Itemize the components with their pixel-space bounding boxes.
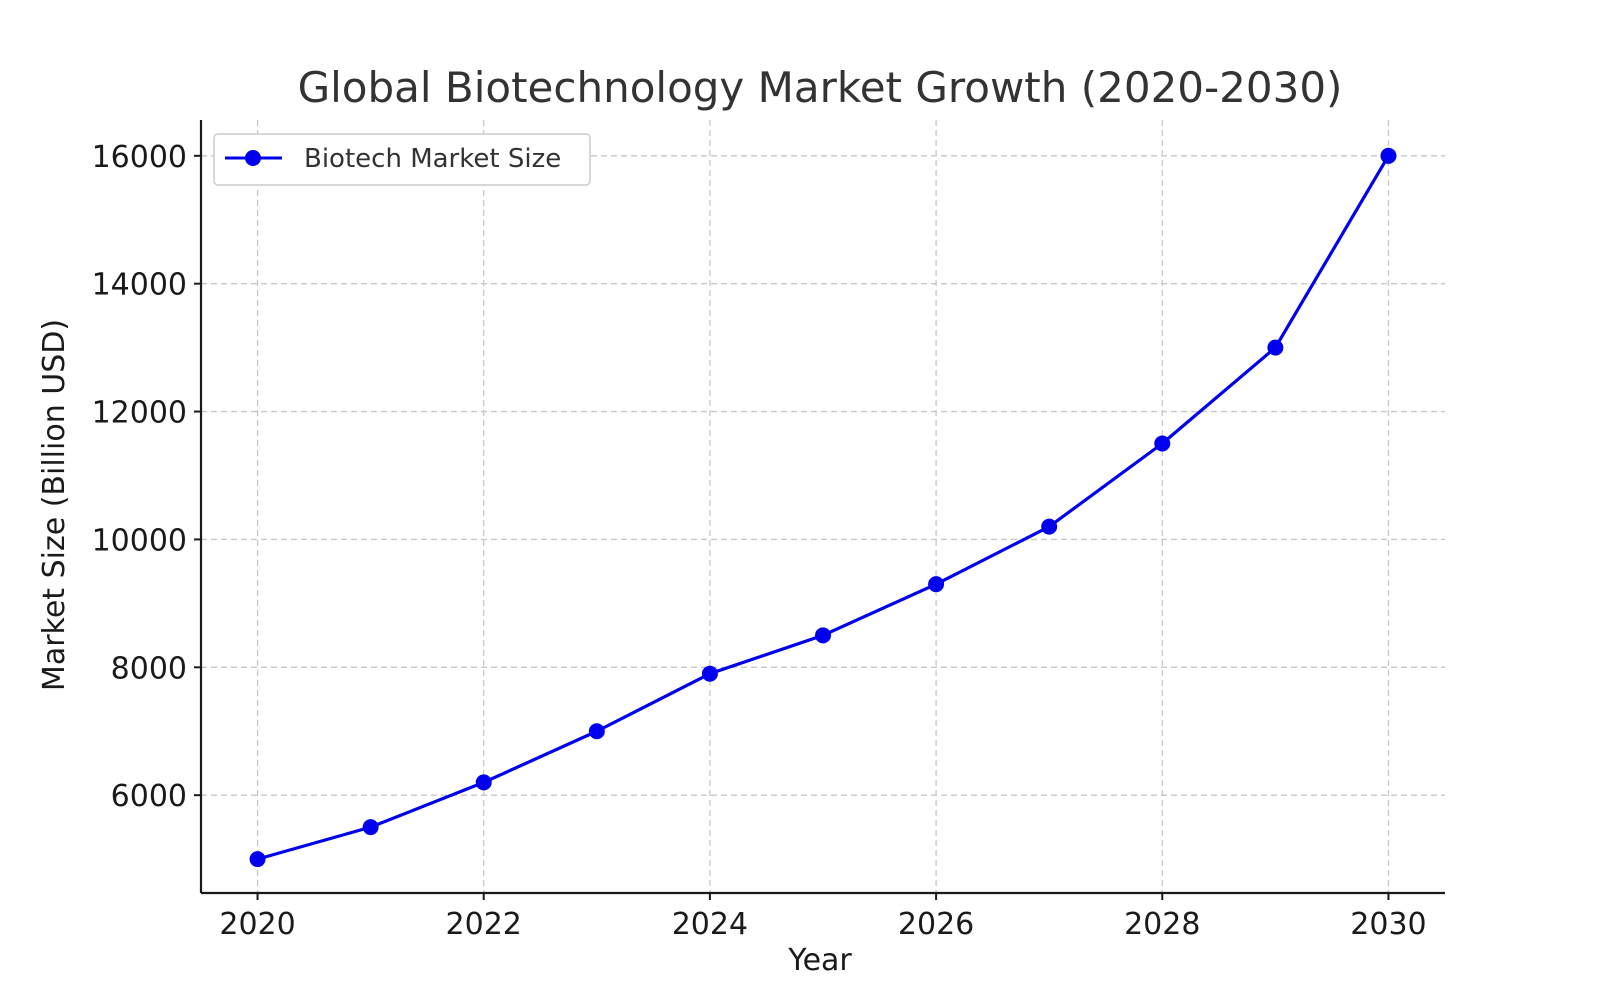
legend-box — [213, 133, 591, 186]
y-tick-label: 8000 — [111, 651, 187, 686]
x-tick-label: 2022 — [446, 907, 522, 942]
x-axis-label: Year — [787, 943, 852, 978]
series-line — [257, 154, 1390, 861]
y-tick-label: 12000 — [92, 396, 187, 431]
data-point — [1267, 339, 1284, 356]
data-point — [588, 723, 605, 740]
y-tick-label: 10000 — [92, 523, 187, 558]
ticks: 2020 2022 2024 2026 2028 2030 6000 8000 10000 120… — [92, 140, 1427, 942]
y-tick-label: 16000 — [92, 140, 187, 175]
y-axis-label: Market Size (Billion USD) — [37, 319, 72, 691]
data-point — [475, 774, 492, 791]
data-point — [928, 576, 945, 593]
series — [249, 147, 1397, 868]
data-point — [1154, 435, 1171, 452]
legend: Biotech Market Size — [213, 133, 591, 186]
chart-title: Global Biotechnology Market Growth (2020… — [298, 63, 1343, 112]
data-point — [701, 665, 718, 682]
legend-label: Biotech Market Size — [304, 144, 561, 174]
x-tick-label: 2026 — [898, 907, 974, 942]
x-tick-label: 2024 — [672, 907, 748, 942]
x-tick-label: 2028 — [1124, 907, 1200, 942]
y-tick-label: 6000 — [111, 779, 187, 814]
data-point — [1380, 147, 1397, 164]
y-tick-label: 14000 — [92, 268, 187, 303]
x-tick-label: 2030 — [1350, 907, 1426, 942]
grid — [201, 120, 1445, 893]
data-point — [815, 627, 831, 644]
axes — [199, 120, 1445, 895]
data-point — [1041, 518, 1058, 535]
data-point — [362, 819, 379, 836]
x-tick-label: 2020 — [219, 907, 295, 942]
legend-marker — [245, 150, 261, 166]
data-point — [249, 851, 266, 868]
